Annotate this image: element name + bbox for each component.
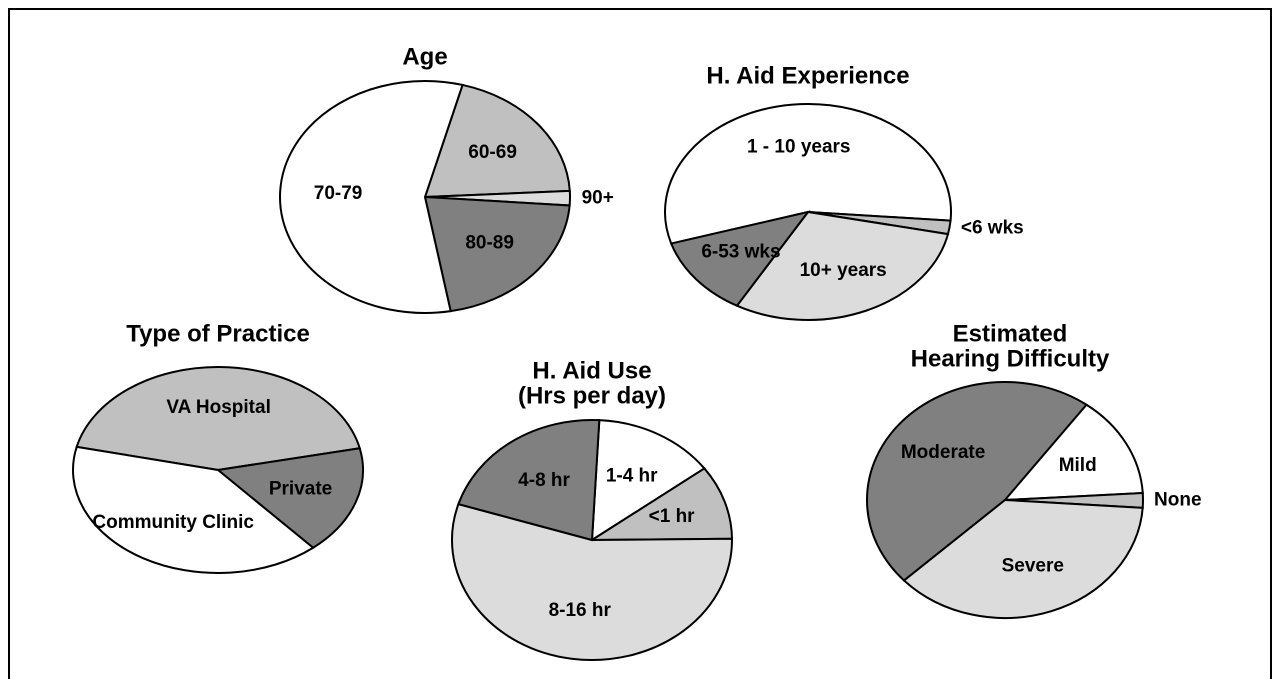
pie-slice [590,419,706,542]
pie-slice [457,419,601,542]
chart-title: Estimated [953,320,1068,347]
slice-label: 80-89 [465,233,514,254]
slice-label: 6-53 wks [701,241,780,262]
pie-slice [279,80,464,314]
slice-label: 1-4 hr [606,466,658,487]
slice-label: 4-8 hr [518,470,570,491]
pie-slice [72,445,315,574]
slice-label: 10+ years [800,260,887,281]
chart-title: Hearing Difficulty [911,345,1110,372]
pie-slice [866,381,1089,582]
chart-title: (Hrs per day) [518,382,666,409]
pie-slice [451,502,733,661]
slice-label: Moderate [901,442,985,463]
frame [8,8,1272,679]
pie-slice [423,83,571,199]
slice-label: 60-69 [468,142,517,163]
pie-slice [588,467,734,542]
chart-title: H. Aid Experience [706,62,909,89]
slice-label: VA Hospital [166,397,271,418]
pie-slice [215,447,364,549]
slice-label: 70-79 [314,183,363,204]
slice-label: Mild [1059,455,1097,476]
slice-label: <1 hr [649,506,696,527]
pie-slice [902,498,1144,619]
slice-label: 90+ [582,187,614,208]
chart-title: Age [402,43,447,70]
slice-label: 1 - 10 years [747,137,851,158]
pie-slice [75,366,362,472]
chart-title: H. Aid Use [532,357,651,384]
chart-title: Type of Practice [126,320,310,347]
pie-slice [1002,403,1144,502]
pie-slice [735,210,950,321]
slice-label: None [1154,489,1202,510]
slice-label: Private [269,479,332,500]
pie-slice [423,195,571,313]
slice-label: Community Clinic [92,512,254,533]
slice-label: <6 wks [961,218,1024,239]
pie-slice [669,210,811,307]
slice-label: 8-16 hr [549,600,612,621]
slice-label: Severe [1002,556,1064,577]
pie-slice [664,103,952,245]
